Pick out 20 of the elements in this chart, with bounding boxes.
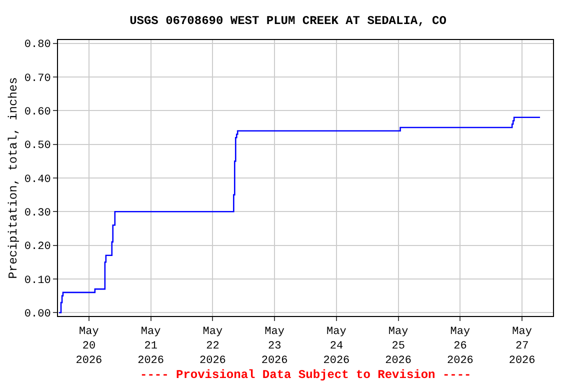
x-tick-label: May 22 2026 [199, 326, 226, 367]
y-tick-label: 0.00 [24, 308, 51, 320]
text: ---- Provisional Data Subject to Revision ---- [140, 368, 472, 382]
x-tick-label: May 24 2026 [323, 326, 350, 367]
y-tick-label: 0.10 [24, 274, 51, 287]
y-tick-label: 0.50 [24, 140, 51, 152]
x-tick-label: May 21 2026 [138, 326, 164, 367]
x-tick-label: May 23 2026 [261, 326, 288, 367]
y-tick-label: 0.60 [24, 106, 51, 119]
x-tick-label: May 26 2026 [446, 326, 474, 367]
chart-title: USGS 06708690 WEST PLUM CREEK AT SEDALIA, CO [130, 14, 446, 28]
y-tick-label: 0.30 [24, 208, 51, 220]
y-tick-label: 0.40 [24, 174, 51, 186]
x-tick-label: May 20 2026 [76, 326, 102, 367]
x-tick-label: May 27 2026 [508, 326, 536, 367]
y-axis-title: Precipitation, total, inches [6, 77, 21, 279]
y-tick-label: 0.20 [24, 241, 51, 254]
y-tick-label: 0.80 [24, 39, 51, 52]
y-tick-label: 0.70 [24, 72, 51, 85]
x-tick-label: May 25 2026 [385, 326, 412, 367]
